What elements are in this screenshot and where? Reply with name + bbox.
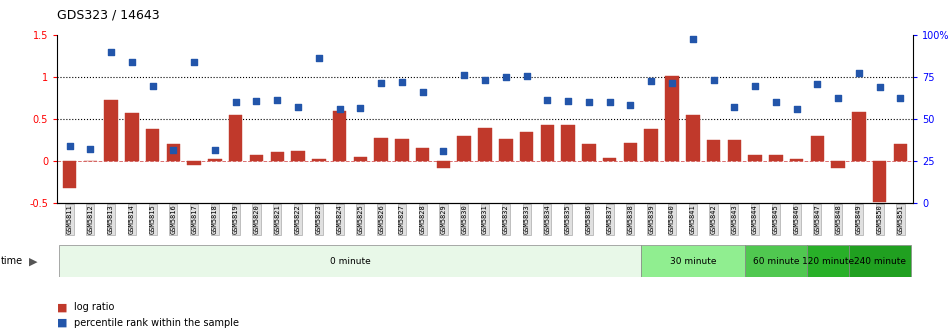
Bar [354, 157, 367, 161]
Text: GDS323 / 14643: GDS323 / 14643 [57, 9, 160, 22]
Text: ▶: ▶ [29, 256, 37, 266]
Bar [208, 159, 222, 161]
Point [519, 74, 534, 79]
Bar [603, 158, 616, 161]
Bar [769, 155, 783, 161]
Bar [810, 136, 825, 161]
Bar [229, 115, 243, 161]
Bar [745, 245, 807, 277]
Bar [146, 129, 160, 161]
Point [602, 99, 617, 104]
Point [789, 107, 805, 112]
Bar [250, 155, 263, 161]
Point [62, 143, 77, 149]
Point [125, 59, 140, 65]
Point [893, 95, 908, 101]
Text: 240 minute: 240 minute [854, 257, 905, 266]
Point [747, 83, 763, 88]
Bar [848, 245, 911, 277]
Bar [396, 138, 409, 161]
Bar [63, 161, 76, 188]
Bar [686, 115, 700, 161]
Text: 30 minute: 30 minute [670, 257, 716, 266]
Point [186, 59, 202, 65]
Bar [187, 161, 201, 166]
Bar [728, 140, 741, 161]
Point [290, 104, 305, 110]
Bar [457, 136, 471, 161]
Text: 60 minute: 60 minute [752, 257, 799, 266]
Bar [707, 140, 720, 161]
Text: ■: ■ [57, 318, 68, 328]
Point [768, 100, 784, 105]
Point [415, 90, 430, 95]
Point [104, 49, 119, 55]
Bar [437, 161, 450, 168]
Bar [582, 144, 595, 161]
Bar [807, 245, 848, 277]
Point [332, 107, 347, 112]
Bar [499, 138, 513, 161]
Bar [873, 161, 886, 202]
Point [830, 95, 845, 101]
Point [207, 148, 223, 153]
Bar [416, 148, 430, 161]
Bar [126, 114, 139, 161]
Point [395, 80, 410, 85]
Bar [894, 144, 907, 161]
Point [851, 71, 866, 76]
Bar [645, 129, 658, 161]
Point [560, 98, 575, 103]
Bar [520, 132, 534, 161]
Point [145, 83, 160, 88]
Point [456, 72, 472, 78]
Point [810, 81, 825, 87]
Bar [831, 161, 844, 168]
Text: ■: ■ [57, 302, 68, 312]
Bar [291, 151, 304, 161]
Text: time: time [1, 256, 23, 266]
Point [665, 80, 680, 86]
Point [872, 85, 887, 90]
Point [228, 100, 243, 105]
Point [165, 148, 181, 153]
Bar [641, 245, 745, 277]
Point [644, 79, 659, 84]
Text: log ratio: log ratio [74, 302, 114, 312]
Point [83, 146, 98, 151]
Bar [540, 125, 554, 161]
Text: percentile rank within the sample: percentile rank within the sample [74, 318, 240, 328]
Text: 120 minute: 120 minute [802, 257, 854, 266]
Point [685, 37, 700, 42]
Point [540, 97, 555, 103]
Point [623, 102, 638, 108]
Bar [166, 144, 180, 161]
Bar [333, 111, 346, 161]
Point [436, 149, 451, 154]
Point [353, 106, 368, 111]
Bar [790, 159, 804, 161]
Point [249, 98, 264, 103]
Point [706, 77, 721, 82]
Text: 0 minute: 0 minute [330, 257, 370, 266]
Bar [478, 128, 492, 161]
Point [477, 77, 493, 82]
Bar [270, 152, 284, 161]
Bar [312, 159, 325, 161]
Point [270, 97, 285, 103]
Bar [748, 155, 762, 161]
Bar [624, 143, 637, 161]
Point [581, 100, 596, 105]
Bar [666, 76, 679, 161]
Bar [375, 138, 388, 161]
Bar [852, 112, 865, 161]
Point [374, 80, 389, 86]
Point [727, 104, 742, 110]
Bar [561, 125, 574, 161]
Point [311, 55, 326, 60]
Point [498, 75, 514, 80]
Bar [105, 100, 118, 161]
Bar [59, 245, 641, 277]
